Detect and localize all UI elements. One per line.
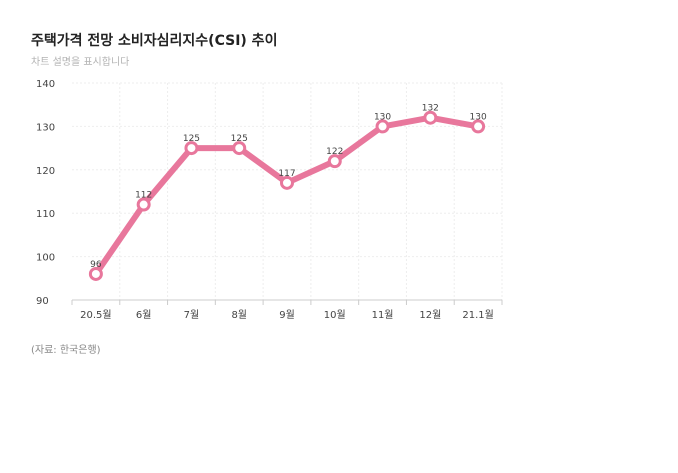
data-label: 96 — [90, 260, 102, 270]
data-point — [327, 154, 342, 169]
data-label: 132 — [422, 104, 439, 114]
data-label: 125 — [183, 134, 200, 144]
data-labels: 96 112 125 125 117 122 130 132 130 — [90, 104, 487, 270]
source-note: (자료: 한국은행) — [31, 345, 101, 356]
data-label: 130 — [374, 112, 391, 122]
data-label: 117 — [278, 169, 295, 179]
data-point — [184, 141, 199, 156]
data-label: 130 — [470, 112, 487, 122]
y-tick-label: 90 — [36, 296, 49, 307]
chart-title: 주택가격 전망 소비자심리지수(CSI) 추이 — [31, 33, 278, 49]
data-label: 112 — [135, 191, 152, 201]
x-tick-label: 9월 — [279, 309, 295, 321]
x-tick-label: 7월 — [184, 309, 200, 321]
data-label: 122 — [326, 147, 343, 157]
data-point — [232, 141, 247, 156]
y-tick-label: 100 — [36, 253, 55, 264]
data-points — [88, 110, 486, 281]
data-point — [88, 266, 103, 281]
y-tick-label: 130 — [36, 122, 55, 133]
data-label: 125 — [231, 134, 248, 144]
chart-subtitle: 차트 설명을 표시합니다 — [31, 57, 130, 68]
y-tick-label: 110 — [36, 209, 55, 220]
series-line — [92, 114, 482, 277]
x-tick-label: 8월 — [231, 309, 247, 321]
grid-lines — [72, 82, 503, 300]
x-tick-label: 10월 — [324, 309, 346, 321]
x-tick-label: 11월 — [372, 309, 394, 321]
data-point — [375, 119, 390, 134]
series-line-path — [92, 114, 482, 277]
data-point — [471, 119, 486, 134]
y-tick-label: 120 — [36, 166, 55, 177]
x-tick-label: 20.5월 — [80, 309, 111, 321]
axes: 90 100 110 120 130 140 20.5월 6월 7월 8월 9월 10월 11월 12월 2… — [36, 79, 503, 321]
data-point — [136, 197, 151, 212]
x-tick-label: 6월 — [136, 309, 152, 321]
x-tick-label: 12월 — [419, 309, 441, 321]
x-tick-label: 21.1월 — [462, 309, 493, 321]
y-tick-label: 140 — [36, 79, 55, 90]
data-point — [423, 110, 438, 125]
data-point — [280, 175, 294, 190]
